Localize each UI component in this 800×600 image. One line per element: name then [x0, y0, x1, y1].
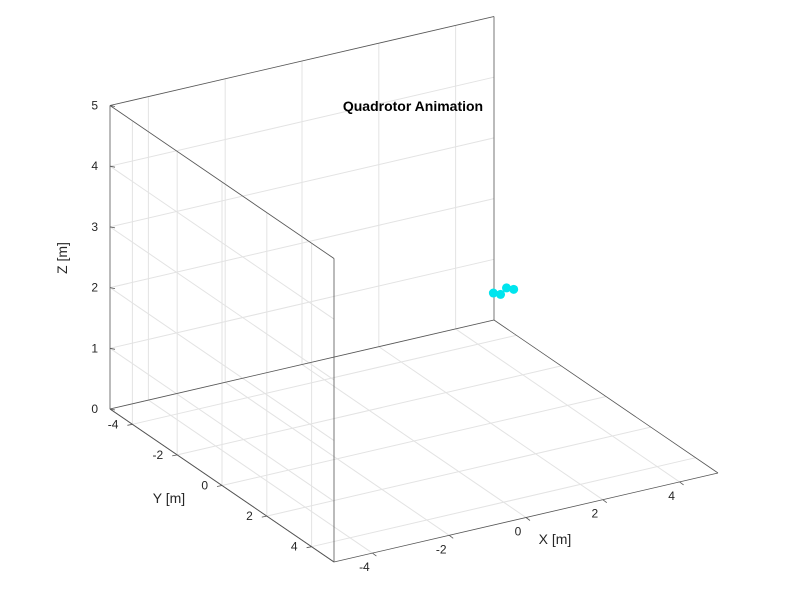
grid-line-y-floor [132, 334, 517, 425]
x-tick-mark [679, 481, 684, 486]
tick-labels: -4 -2 0 2 4 -4 -2 0 2 4 0 1 2 3 4 5 [91, 99, 675, 575]
grid-line-z-back [109, 198, 495, 289]
back-top-edge [109, 16, 495, 106]
quadrotor-marker [488, 288, 498, 298]
tick-marks [109, 105, 684, 557]
y-tick-label: 2 [246, 509, 253, 523]
grid-line-z-back [109, 137, 495, 228]
x-tick-mark [372, 552, 377, 557]
floor-edge-back [109, 319, 495, 410]
z-tick-mark [109, 408, 116, 411]
y-tick-mark [127, 423, 133, 426]
grid-line-z-side [109, 226, 335, 381]
z-tick-label: 5 [91, 99, 98, 113]
z-tick-label: 0 [91, 402, 98, 416]
x-tick-label: 4 [668, 489, 675, 503]
y-tick-mark [172, 454, 178, 457]
x-tick-mark [525, 517, 531, 521]
y-tick-mark [261, 515, 267, 518]
grid-line-z-side [109, 165, 335, 320]
grid-line-z-side [109, 347, 335, 502]
grid-line-z-back [109, 76, 495, 167]
z-tick-mark [109, 165, 116, 168]
y-tick-label: -4 [108, 417, 119, 431]
z-tick-label: 4 [91, 159, 98, 173]
z-tick-mark [109, 226, 116, 229]
x-tick-mark [602, 499, 608, 504]
z-tick-mark [109, 347, 116, 350]
grid-line-y-floor [221, 396, 607, 486]
x-tick-mark [448, 534, 454, 539]
chart-title: Quadrotor Animation [343, 98, 483, 114]
y-tick-mark [306, 546, 312, 549]
z-axis-label: Z [m] [54, 242, 70, 274]
y-tick-label: 0 [201, 479, 208, 493]
y-tick-mark [216, 485, 223, 487]
grid-line-y-floor [177, 365, 562, 456]
quadrotor-markers [488, 283, 519, 299]
y-axis-label: Y [m] [153, 490, 185, 506]
x-tick-label: 0 [515, 525, 522, 539]
grid-line-y-floor [311, 457, 696, 548]
x-tick-label: -2 [436, 542, 447, 556]
x-tick-label: 2 [591, 507, 598, 521]
floor-edge-right [493, 319, 719, 474]
z-tick-label: 2 [91, 281, 98, 295]
x-tick-label: -4 [359, 560, 370, 574]
y-tick-label: 4 [291, 540, 298, 554]
x-axis-label: X [m] [539, 531, 572, 547]
quadrotor-marker [509, 284, 519, 294]
grid-line-y-floor [266, 426, 651, 517]
quadrotor-marker [501, 283, 511, 293]
z-tick-label: 3 [91, 220, 98, 234]
y-tick-label: -2 [153, 448, 164, 462]
z-tick-mark [109, 105, 116, 107]
side-top-edge [109, 105, 335, 259]
grid-line-z-back [109, 258, 495, 349]
quadrotor-marker [496, 289, 506, 299]
z-tick-label: 1 [91, 341, 98, 355]
z-tick-mark [109, 287, 116, 289]
grid-line-z-side [109, 287, 335, 442]
